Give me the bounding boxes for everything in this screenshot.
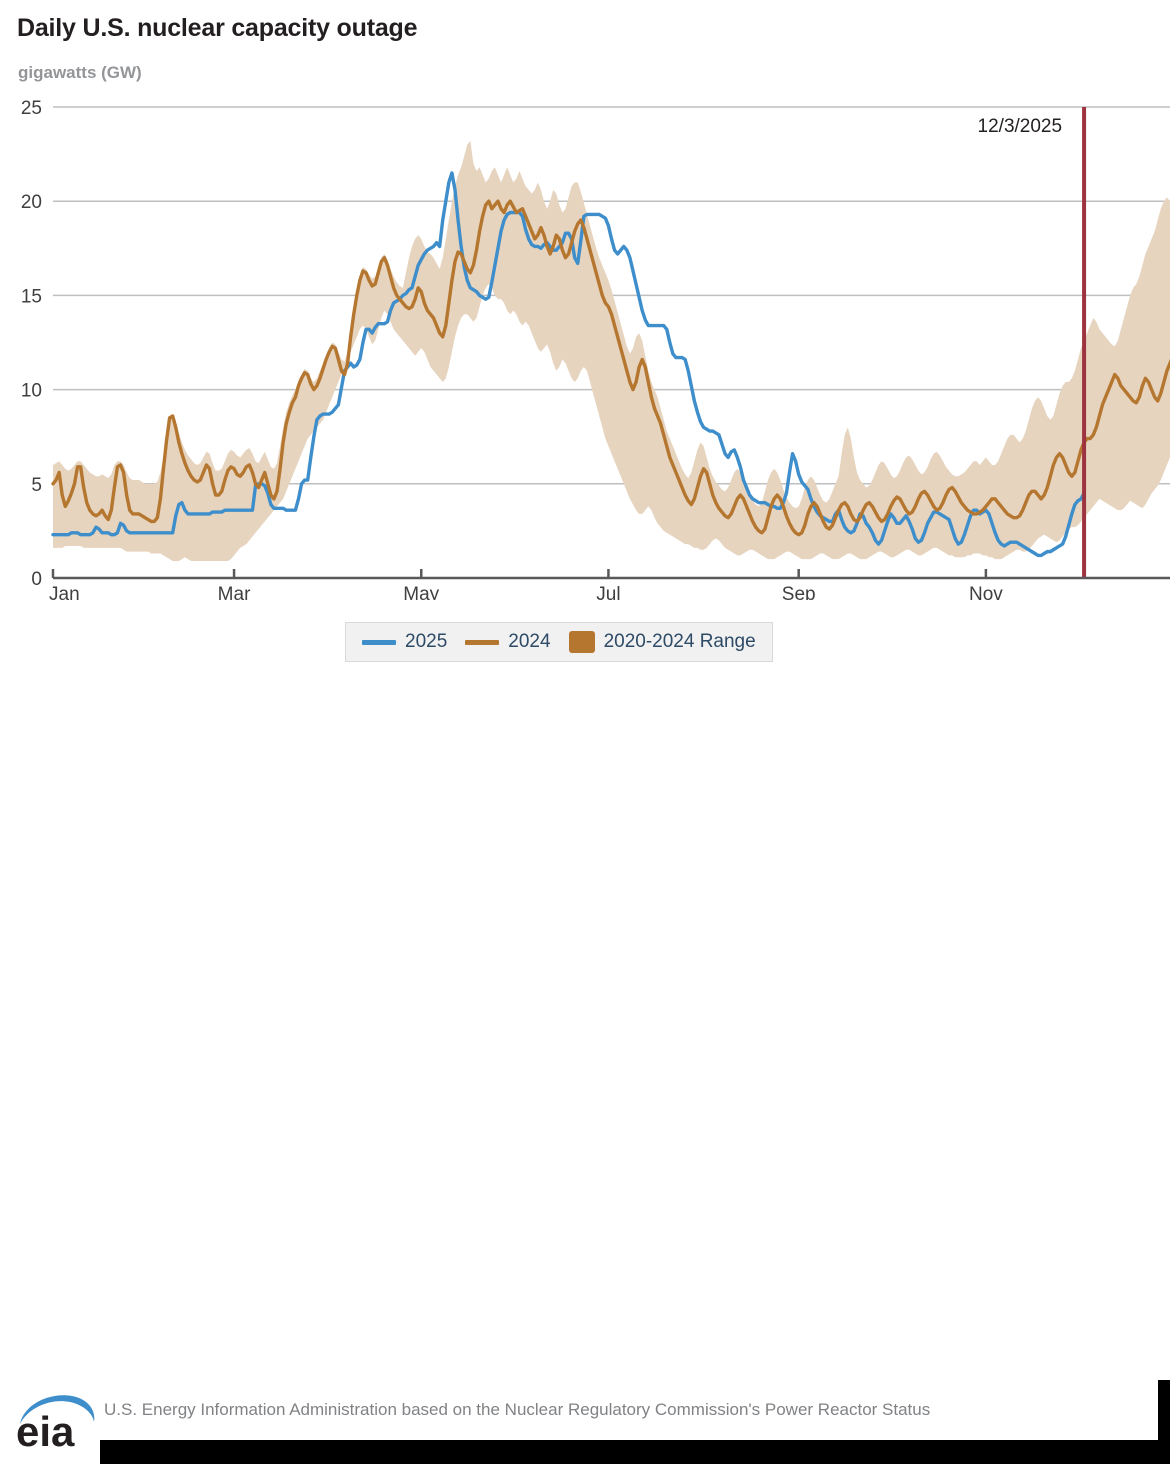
legend-area-swatch-icon <box>568 631 595 653</box>
svg-text:eia: eia <box>16 1408 75 1452</box>
footer-black-bar <box>100 1440 1170 1464</box>
footer-right-black-bar <box>1158 1380 1170 1464</box>
y-axis-tick-label: 10 <box>21 381 42 402</box>
legend-line-icon <box>465 639 500 645</box>
chart-plot-area: 0 5 10 15 20 25 12/3/2025 Jan Mar May Jul Sep Nov <box>0 0 1170 600</box>
legend-label: 2024 <box>508 631 551 652</box>
y-axis-tick-label: 20 <box>21 192 42 213</box>
page-title: Daily U.S. nuclear capacity outage <box>17 14 418 42</box>
legend-item-2025[interactable]: 2025 <box>362 631 447 653</box>
x-axis-tick-label: May <box>403 584 439 600</box>
series-line-2024 <box>51 199 1170 537</box>
series-line-2025 <box>51 171 1086 558</box>
x-axis-tick-label: Mar <box>218 584 251 600</box>
range-band-area <box>53 140 1170 562</box>
legend-item-range[interactable]: 2020-2024 Range <box>568 631 756 653</box>
x-axis-tick-label: Jul <box>596 584 620 600</box>
chart-footer: eia U.S. Energy Information Administrati… <box>0 690 1170 1464</box>
y-axis-tick-label: 25 <box>21 98 42 119</box>
chart-unit-label: gigawatts (GW) <box>18 63 142 82</box>
chart-svg: 0 5 10 15 20 25 12/3/2025 Jan Mar May Jul Sep Nov <box>21 98 1170 600</box>
x-axis-tick-label: Sep <box>782 584 816 600</box>
chart-legend: 2025 2024 2020-2024 Range <box>345 622 773 662</box>
legend-line-icon <box>362 639 396 645</box>
legend-label: 2025 <box>405 631 448 652</box>
y-axis-tick-label: 15 <box>21 286 42 307</box>
legend-label: 2020-2024 Range <box>603 631 756 652</box>
y-axis-tick-label: 0 <box>31 569 42 590</box>
x-axis-tick-label: Jan <box>49 584 80 600</box>
legend-item-2024[interactable]: 2024 <box>465 631 551 653</box>
date-annotation-label: 12/3/2025 <box>978 116 1063 137</box>
y-axis-tick-label: 5 <box>31 475 42 496</box>
eia-logo-icon: eia <box>16 1395 95 1452</box>
source-attribution: U.S. Energy Information Administration b… <box>104 1400 931 1419</box>
x-axis-tick-label: Nov <box>969 584 1003 600</box>
